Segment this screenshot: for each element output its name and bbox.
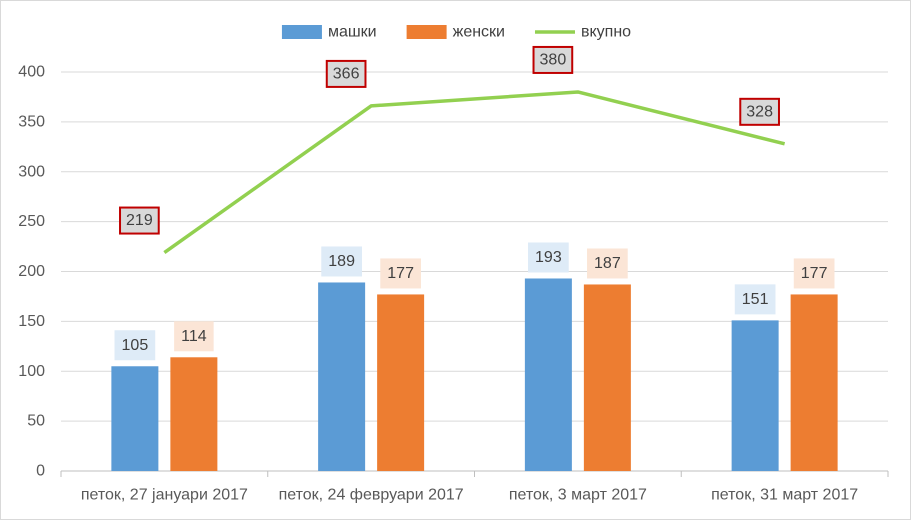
data-label: 151: [742, 291, 769, 308]
data-label: 105: [122, 337, 149, 354]
bar-машки[interactable]: [111, 366, 158, 471]
data-label: 193: [535, 249, 562, 266]
bar-женски[interactable]: [377, 294, 424, 471]
legend-swatch-женски: [407, 25, 447, 39]
bar-машки[interactable]: [318, 282, 365, 471]
legend-label: вкупно: [581, 24, 631, 41]
bar-машки[interactable]: [732, 320, 779, 471]
legend-label: женски: [453, 24, 505, 41]
bar-женски[interactable]: [584, 284, 631, 471]
x-tick-label: петок, 24 февруари 2017: [279, 487, 464, 504]
y-tick-label: 400: [18, 64, 45, 81]
data-label: 366: [333, 65, 360, 82]
y-tick-label: 150: [18, 313, 45, 330]
data-label: 380: [540, 51, 567, 68]
y-tick-label: 0: [36, 463, 45, 480]
data-label: 177: [801, 265, 828, 282]
y-tick-label: 300: [18, 163, 45, 180]
data-label: 114: [181, 328, 207, 345]
y-tick-label: 350: [18, 113, 45, 130]
y-tick-label: 200: [18, 263, 45, 280]
data-label: 177: [387, 265, 414, 282]
x-tick-label: петок, 3 март 2017: [509, 487, 647, 504]
data-label: 219: [126, 212, 153, 229]
data-label: 187: [594, 255, 621, 272]
bar-женски[interactable]: [170, 357, 217, 471]
bar-женски[interactable]: [791, 294, 838, 471]
legend-swatch-машки: [282, 25, 322, 39]
legend-label: машки: [328, 24, 377, 41]
y-tick-label: 100: [18, 363, 45, 380]
bar-машки[interactable]: [525, 278, 572, 471]
data-label: 328: [746, 103, 773, 120]
y-tick-label: 50: [27, 413, 45, 430]
x-tick-label: петок, 31 март 2017: [711, 487, 858, 504]
data-label: 189: [328, 253, 355, 270]
y-tick-label: 250: [18, 213, 45, 230]
x-tick-label: петок, 27 јануари 2017: [81, 487, 248, 504]
